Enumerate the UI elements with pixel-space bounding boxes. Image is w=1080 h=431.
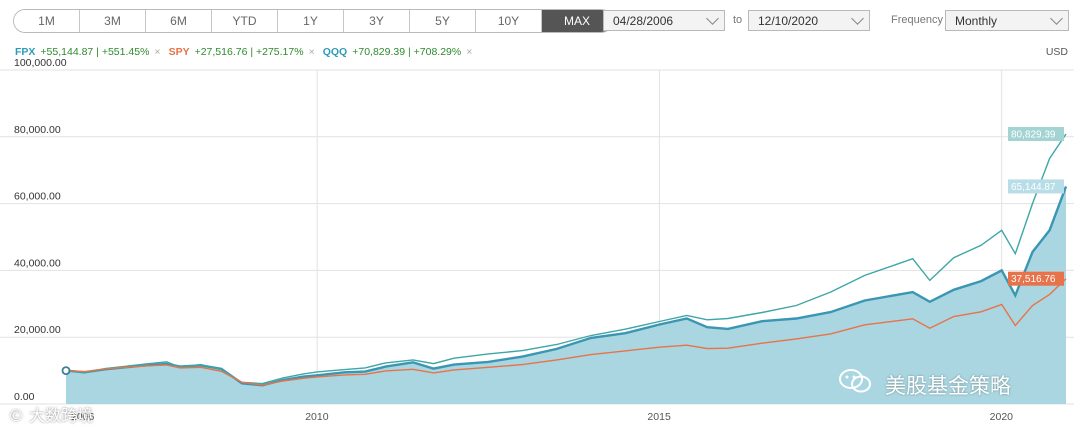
start-date-value: 04/28/2006 (613, 14, 674, 28)
range-button-5y[interactable]: 5Y (410, 10, 476, 32)
y-tick-label: 0.00 (14, 391, 35, 403)
range-button-3y[interactable]: 3Y (344, 10, 410, 32)
wechat-icon (839, 369, 871, 393)
end-date-field[interactable]: 12/10/2020 (748, 10, 870, 31)
end-value-label: 65,144.87 (1011, 182, 1056, 193)
watermark-text: 美股基金策略 (885, 374, 1011, 398)
end-value-label-bg (1008, 127, 1064, 142)
end-date-value: 12/10/2020 (758, 14, 819, 28)
end-value-label-bg (1008, 179, 1064, 194)
frequency-select[interactable]: Monthly (945, 10, 1069, 31)
x-tick-label: 2006 (71, 411, 95, 423)
legend-change: +55,144.87 | +551.45% (40, 46, 150, 58)
legend-ticker: FPX (15, 46, 36, 58)
end-value-label-bg (1008, 271, 1064, 286)
legend-item-fpx: FPX +55,144.87 | +551.45% × (15, 46, 161, 58)
y-tick-label: 60,000.00 (14, 191, 61, 203)
legend-change: +27,516.76 | +275.17% (194, 46, 304, 58)
x-tick-label: 2015 (647, 411, 671, 423)
y-tick-label: 100,000.00 (14, 57, 67, 69)
range-button-max[interactable]: MAX (542, 10, 612, 32)
series-area-fpx (66, 186, 1066, 404)
frequency-value: Monthly (955, 14, 998, 28)
legend-ticker: SPY (168, 46, 190, 58)
x-tick-label: 2010 (305, 411, 329, 423)
end-value-label: 37,516.76 (1011, 274, 1056, 285)
legend: FPX +55,144.87 | +551.45% × SPY +27,516.76 |… (15, 46, 480, 58)
start-date-field[interactable]: 04/28/2006 (603, 10, 725, 31)
start-point-marker (61, 366, 71, 376)
y-tick-label: 20,000.00 (14, 324, 61, 336)
legend-change: +70,829.39 | +708.29% (352, 46, 462, 58)
range-button-ytd[interactable]: YTD (212, 10, 278, 32)
legend-item-qqq: QQQ +70,829.39 | +708.29% × (323, 46, 473, 58)
legend-ticker: QQQ (322, 46, 348, 58)
series-line-qqq (65, 133, 1067, 385)
range-button-1m[interactable]: 1M (14, 10, 80, 32)
watermark-text-secondary: © 大数跨境 (8, 406, 94, 425)
range-button-3m[interactable]: 3M (80, 10, 146, 32)
range-button-10y[interactable]: 10Y (476, 10, 542, 32)
to-label: to (733, 14, 743, 26)
range-button-1y[interactable]: 1Y (278, 10, 344, 32)
y-tick-label: 80,000.00 (14, 124, 61, 136)
end-value-label: 80,829.39 (1011, 130, 1056, 141)
currency-label: USD (1045, 46, 1068, 58)
remove-series-icon[interactable]: × (154, 46, 161, 58)
x-tick-label: 2020 (990, 411, 1014, 423)
series-line-spy (65, 278, 1067, 386)
frequency-label: Frequency (891, 14, 943, 26)
legend-item-spy: SPY +27,516.76 | +275.17% × (169, 46, 315, 58)
range-button-6m[interactable]: 6M (146, 10, 212, 32)
range-selector: 1M 3M 6M YTD 1Y 3Y 5Y 10Y MAX (13, 9, 613, 33)
remove-series-icon[interactable]: × (308, 46, 315, 58)
remove-series-icon[interactable]: × (466, 46, 473, 58)
y-tick-label: 40,000.00 (14, 257, 61, 269)
